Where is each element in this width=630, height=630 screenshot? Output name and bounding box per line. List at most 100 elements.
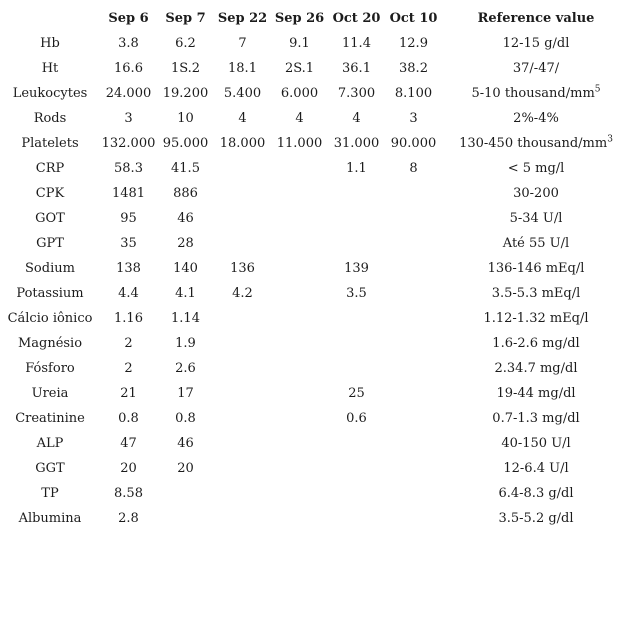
header-row-label <box>0 6 100 31</box>
row-label: Sodium <box>25 261 75 276</box>
value-cell: 1.1 <box>346 161 367 176</box>
reference-value-cell: 130-450 thousand/mm3 <box>459 134 613 151</box>
table-row: Cálcio iônico 1.16 1.14 1.12-1.32 mEq/l <box>0 306 630 331</box>
value-cell <box>385 256 442 281</box>
value-cell: 36.1 <box>342 61 371 76</box>
value-cell: 0.6 <box>346 411 367 426</box>
value-cell: 20 <box>120 461 137 476</box>
value-cell <box>271 206 328 231</box>
value-cell <box>214 406 271 431</box>
header-date-column: Oct 20 <box>332 11 381 26</box>
value-cell: 24.000 <box>105 86 152 101</box>
value-cell: 46 <box>177 436 194 451</box>
value-cell <box>157 481 214 506</box>
value-cell <box>328 331 385 356</box>
value-cell <box>214 231 271 256</box>
value-cell <box>214 306 271 331</box>
row-label: Platelets <box>21 136 79 151</box>
value-cell <box>214 181 271 206</box>
value-cell: 1481 <box>111 186 146 201</box>
value-cell <box>385 506 442 531</box>
row-label: Cálcio iônico <box>7 311 93 326</box>
table-row: CPK 1481 886 30-200 <box>0 181 630 206</box>
value-cell <box>271 406 328 431</box>
value-cell: 41.5 <box>171 161 200 176</box>
value-cell: 8 <box>409 161 418 176</box>
value-cell <box>271 506 328 531</box>
value-cell <box>214 356 271 381</box>
reference-value-cell: 3.5-5.2 g/dl <box>498 511 574 526</box>
value-cell <box>214 431 271 456</box>
value-cell <box>271 306 328 331</box>
value-cell: 90.000 <box>390 136 437 151</box>
value-cell: 4.2 <box>232 286 253 301</box>
row-label: Magnésio <box>17 336 83 351</box>
value-cell <box>385 281 442 306</box>
value-cell: 1.16 <box>114 311 143 326</box>
table-header-row: Sep 6 Sep 7 Sep 22 Sep 26 Oct 20 Oct 10 Refere… <box>0 6 630 31</box>
value-cell: 2S.1 <box>284 61 315 76</box>
value-cell: 38.2 <box>399 61 428 76</box>
value-cell <box>271 456 328 481</box>
table-row: GOT 95 46 5-34 U/l <box>0 206 630 231</box>
value-cell: 0.8 <box>118 411 139 426</box>
table-row: ALP 47 46 40-150 U/l <box>0 431 630 456</box>
table-row: Hb 3.8 6.2 7 9.1 11.4 12.9 12-15 g/dl <box>0 31 630 56</box>
value-cell: 1S.2 <box>170 61 201 76</box>
value-cell: 6.2 <box>175 36 196 51</box>
value-cell: 4.4 <box>118 286 139 301</box>
value-cell: 4 <box>352 111 361 126</box>
reference-value-cell: 1.12-1.32 mEq/l <box>483 311 589 326</box>
table-row: Fósforo 2 2.6 2.34.7 mg/dl <box>0 356 630 381</box>
value-cell: 12.9 <box>399 36 428 51</box>
reference-value-cell: 19-44 mg/dl <box>496 386 576 401</box>
row-label: GGT <box>35 461 65 476</box>
value-cell: 8.58 <box>114 486 143 501</box>
value-cell: 11.4 <box>342 36 371 51</box>
value-cell: 3.5 <box>346 286 367 301</box>
value-cell: 2 <box>124 336 133 351</box>
value-cell <box>271 331 328 356</box>
table-row: Potassium 4.4 4.1 4.2 3.5 3.5-5.3 mEq/l <box>0 281 630 306</box>
value-cell <box>385 406 442 431</box>
row-label: TP <box>41 486 59 501</box>
reference-value-cell: 37/-47/ <box>512 61 560 76</box>
value-cell <box>214 506 271 531</box>
value-cell: 47 <box>120 436 137 451</box>
value-cell: 2 <box>124 361 133 376</box>
value-cell <box>214 381 271 406</box>
reference-value-cell: 3.5-5.3 mEq/l <box>491 286 581 301</box>
value-cell: 7.300 <box>337 86 376 101</box>
value-cell: 2.8 <box>118 511 139 526</box>
table-row: Rods 3 10 4 4 4 3 2%-4% <box>0 106 630 131</box>
table-row: Sodium 138 140 136 139 136-146 mEq/l <box>0 256 630 281</box>
value-cell <box>385 431 442 456</box>
value-cell: 5.400 <box>223 86 262 101</box>
value-cell: 3 <box>409 111 418 126</box>
value-cell <box>271 381 328 406</box>
value-cell: 21 <box>120 386 137 401</box>
value-cell: 132.000 <box>101 136 156 151</box>
value-cell: 25 <box>348 386 365 401</box>
value-cell: 138 <box>116 261 141 276</box>
table-row: GPT 35 28 Até 55 U/l <box>0 231 630 256</box>
reference-value-cell: 1.6-2.6 mg/dl <box>492 336 580 351</box>
row-label: Rods <box>33 111 67 126</box>
reference-value-cell: 2%-4% <box>513 111 559 126</box>
reference-value-cell: 5-34 U/l <box>509 211 563 226</box>
value-cell: 7 <box>238 36 247 51</box>
value-cell <box>385 206 442 231</box>
value-cell <box>328 506 385 531</box>
value-cell: 0.8 <box>175 411 196 426</box>
row-label: Potassium <box>16 286 84 301</box>
table-row: TP 8.58 6.4-8.3 g/dl <box>0 481 630 506</box>
value-cell: 886 <box>173 186 198 201</box>
value-cell <box>328 456 385 481</box>
header-date-column: Oct 10 <box>389 11 438 26</box>
value-cell <box>271 181 328 206</box>
value-cell: 17 <box>177 386 194 401</box>
value-cell: 139 <box>344 261 369 276</box>
value-cell: 46 <box>177 211 194 226</box>
value-cell: 4 <box>295 111 304 126</box>
row-label: Creatinine <box>15 411 85 426</box>
